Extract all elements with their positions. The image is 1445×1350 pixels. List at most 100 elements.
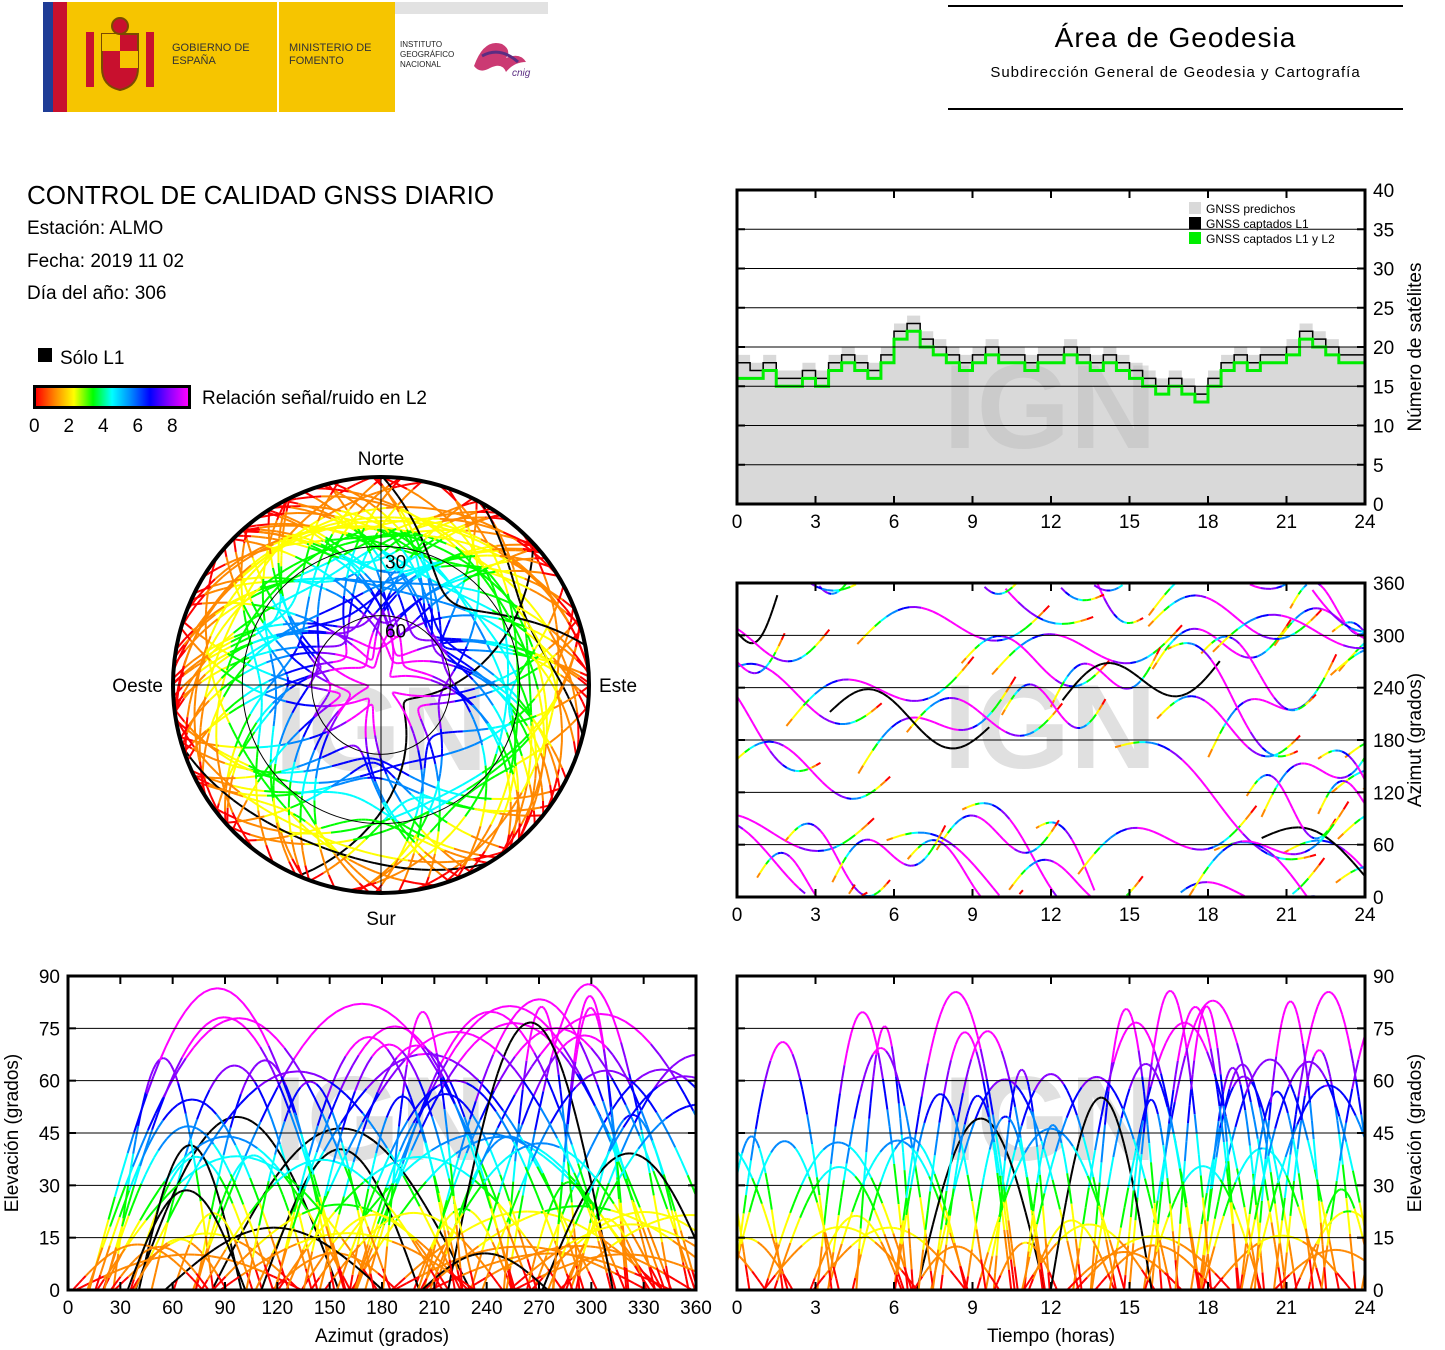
sky-track-segment xyxy=(241,554,254,563)
sky-track-segment xyxy=(496,665,502,674)
sky-track-segment xyxy=(384,545,391,552)
sky-track-segment xyxy=(561,610,570,623)
sky-track-segment xyxy=(381,644,386,648)
sky-track-segment xyxy=(483,578,490,587)
azimuth-track-segment xyxy=(1141,656,1148,661)
sky-track-segment xyxy=(372,804,378,810)
sky-track-segment xyxy=(315,548,321,553)
sky-track-segment xyxy=(384,642,389,647)
sky-track-segment xyxy=(245,775,255,779)
azimuth-track-segment xyxy=(1368,627,1371,630)
sky-track-segment xyxy=(387,650,391,655)
sky-track-segment xyxy=(497,597,509,603)
sky-track-segment xyxy=(365,867,376,873)
azimuth-track-segment xyxy=(773,755,780,762)
sky-track-segment xyxy=(237,792,248,796)
sky-track-segment xyxy=(404,799,408,804)
sky-track-segment xyxy=(277,615,282,619)
sky-track-segment xyxy=(443,790,451,796)
sky-track-segment xyxy=(370,631,375,639)
sky-track-segment xyxy=(256,768,262,773)
sky-track-segment xyxy=(449,653,456,658)
sky-track-segment xyxy=(433,508,447,513)
sky-track-segment xyxy=(422,773,426,781)
sky-track-segment xyxy=(476,661,483,668)
sky-track-segment xyxy=(273,809,278,823)
sky-track-segment xyxy=(292,792,301,796)
y-axis-label: Número de satélites xyxy=(1405,263,1426,432)
sky-track-segment xyxy=(457,649,463,654)
azimuth-track-segment xyxy=(1273,704,1279,708)
sky-track-segment xyxy=(433,637,438,643)
sky-track-segment xyxy=(394,538,405,545)
sky-track-segment xyxy=(574,699,579,713)
sky-track-segment xyxy=(242,690,253,698)
sky-track-segment xyxy=(292,574,299,580)
sky-track-segment xyxy=(452,556,464,561)
sky-track-segment xyxy=(400,866,408,870)
sky-track-segment xyxy=(270,678,276,685)
sky-track-segment xyxy=(322,500,329,509)
sky-track-segment xyxy=(273,763,277,775)
sky-track-segment xyxy=(454,699,462,703)
sky-track-segment xyxy=(465,638,471,647)
sky-track-segment xyxy=(527,767,531,776)
sky-track-segment xyxy=(462,646,468,655)
sky-track-segment xyxy=(511,573,525,580)
sky-track-segment xyxy=(414,881,426,886)
sky-track-segment xyxy=(552,656,561,666)
sky-track-segment xyxy=(410,793,417,800)
sky-track-segment xyxy=(335,779,343,785)
sky-track-segment xyxy=(397,700,402,706)
azimuth-track-segment xyxy=(1230,709,1237,716)
sky-track-segment xyxy=(299,736,305,746)
sky-track-segment xyxy=(459,693,465,701)
sky-track-segment xyxy=(393,766,400,771)
sky-track-segment xyxy=(324,676,329,681)
sky-track-segment xyxy=(287,788,292,793)
sky-track-segment xyxy=(342,820,348,824)
sky-track-segment xyxy=(452,602,457,606)
azimuth-track-segment xyxy=(1350,621,1355,624)
sky-track-segment xyxy=(386,826,395,832)
sky-track-segment xyxy=(278,781,284,786)
sky-track-segment xyxy=(208,782,215,788)
azimuth-track-segment xyxy=(1089,649,1097,655)
sky-track-segment xyxy=(310,533,315,541)
sky-track-segment xyxy=(264,623,269,627)
sky-track-segment xyxy=(350,593,357,600)
sky-track-segment xyxy=(412,733,418,742)
sky-track-segment xyxy=(455,515,464,521)
sky-track-segment xyxy=(344,777,353,781)
sky-track-segment xyxy=(313,740,320,751)
sky-track-segment xyxy=(240,799,248,811)
sky-track-segment xyxy=(279,539,287,543)
sky-track-segment xyxy=(319,545,327,550)
sky-track-segment xyxy=(402,543,409,548)
sky-track-segment xyxy=(427,578,431,587)
sky-track-segment xyxy=(541,571,559,577)
sky-track-segment xyxy=(565,668,571,680)
azimuth-track-segment xyxy=(808,705,815,712)
sky-track-segment xyxy=(184,642,193,651)
sky-track-segment xyxy=(204,663,218,676)
sky-track-segment xyxy=(324,785,332,792)
sky-track-segment xyxy=(473,565,480,573)
sky-track-segment xyxy=(317,601,320,610)
sky-track-segment xyxy=(319,583,324,593)
sky-track-segment xyxy=(532,778,537,791)
sky-track-segment xyxy=(380,863,388,867)
sky-track-segment xyxy=(518,673,529,681)
sky-track-segment xyxy=(394,539,403,549)
sky-track-segment xyxy=(557,681,565,693)
sky-track-segment xyxy=(222,634,228,642)
sky-track-segment xyxy=(403,569,409,573)
azimuth-track-segment xyxy=(1116,616,1122,622)
sky-track-segment xyxy=(505,732,512,744)
azimuth-track-segment xyxy=(797,695,805,702)
sky-track-segment xyxy=(217,751,230,761)
sky-track-segment xyxy=(413,635,417,639)
sky-track-segment xyxy=(527,715,537,721)
sky-track-segment xyxy=(198,696,207,709)
sky-track-segment xyxy=(263,587,271,593)
